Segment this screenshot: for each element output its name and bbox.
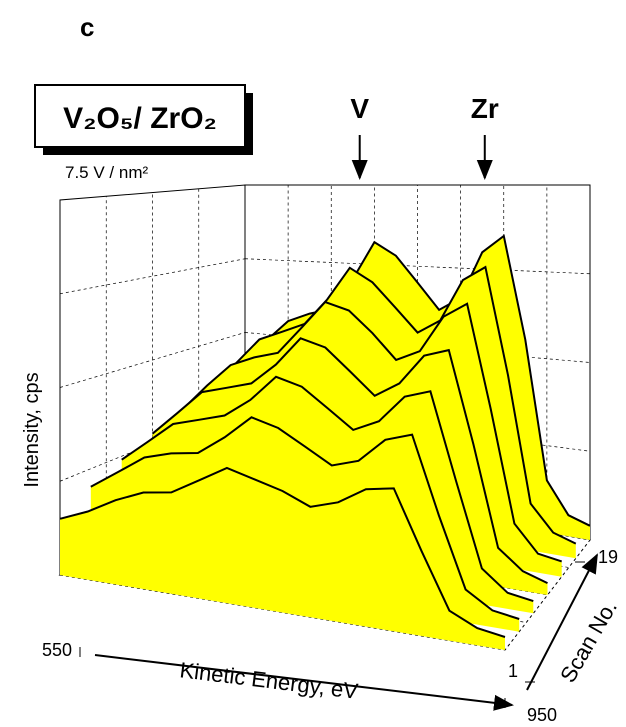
spectrum-line [90,416,520,620]
spectrum-line [59,466,506,638]
wall-grid [59,332,246,388]
spectrum-line [151,337,548,585]
z-axis-title: Intensity, cps [21,372,43,487]
spectrum-line [182,300,563,563]
annotation-label: V [350,93,369,124]
subtitle: 7.5 V / nm² [65,163,148,182]
scan-axis [526,553,598,691]
spectrum-fill [60,468,505,650]
annotation-label: Zr [471,93,499,124]
wall-grid [59,258,246,295]
spectrum-line [121,375,534,603]
x-axis [94,654,514,711]
x-axis-title: Kinetic Energy, eV [178,657,359,704]
chart-title: V₂O₅/ ZrO₂ [63,102,217,135]
title-box [34,84,246,148]
scan-tick-label: 1 [508,661,518,681]
plot: 550 950 Kinetic Energy, eV 1 19 Scan No. Inten… [21,93,622,725]
scan-axis-title: Scan No. [555,596,622,687]
x-tick-label: 950 [527,705,557,725]
panel-label: c [80,12,94,42]
spectrum-line [244,234,591,527]
scan-tick-label: 19 [598,547,618,567]
spectrum-line [213,265,577,545]
x-tick-label: 550 [42,640,72,660]
wall-grid [244,332,591,363]
